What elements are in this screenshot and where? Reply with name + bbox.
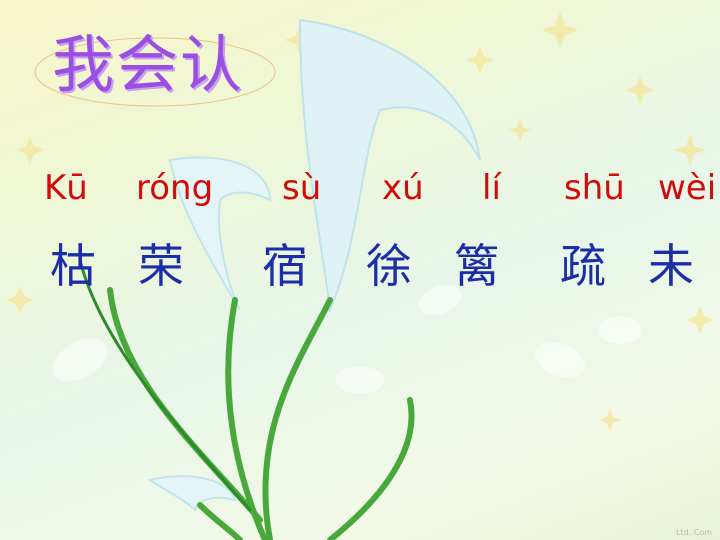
hanzi-su: 宿 xyxy=(262,239,308,293)
hanzi-xu: 徐 xyxy=(366,239,412,293)
hanzi-rong: 荣 xyxy=(138,239,184,293)
pinyin-xu: xú xyxy=(382,168,424,208)
pinyin-rong: róng xyxy=(136,168,214,208)
pinyin-shu: shū xyxy=(564,168,625,208)
hanzi-shu: 疏 xyxy=(560,239,606,293)
hanzi-ku: 枯 xyxy=(50,239,96,293)
page-title: 我会认 xyxy=(52,28,245,101)
pinyin-li: lí xyxy=(482,168,501,208)
hanzi-li: 篱 xyxy=(454,239,500,293)
pinyin-su: sù xyxy=(282,168,322,208)
credit-text: Ltd. Com xyxy=(675,528,712,537)
hanzi-wei: 未 xyxy=(648,239,694,293)
pinyin-wei: wèi xyxy=(658,168,717,208)
pinyin-ku: Kū xyxy=(44,168,88,208)
